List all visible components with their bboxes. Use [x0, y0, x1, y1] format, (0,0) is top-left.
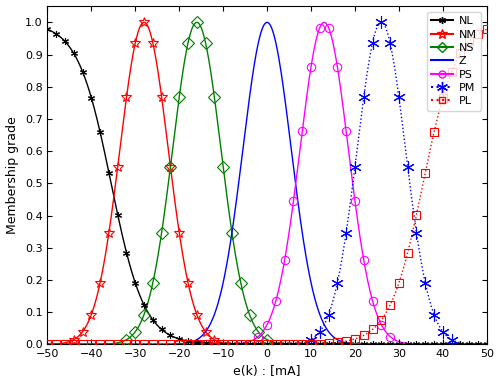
Legend: NL, NM, NS, Z, PS, PM, PL: NL, NM, NS, Z, PS, PM, PL: [426, 12, 481, 111]
Y-axis label: Membership grade: Membership grade: [6, 116, 20, 234]
X-axis label: e(k) : [mA]: e(k) : [mA]: [234, 365, 301, 378]
